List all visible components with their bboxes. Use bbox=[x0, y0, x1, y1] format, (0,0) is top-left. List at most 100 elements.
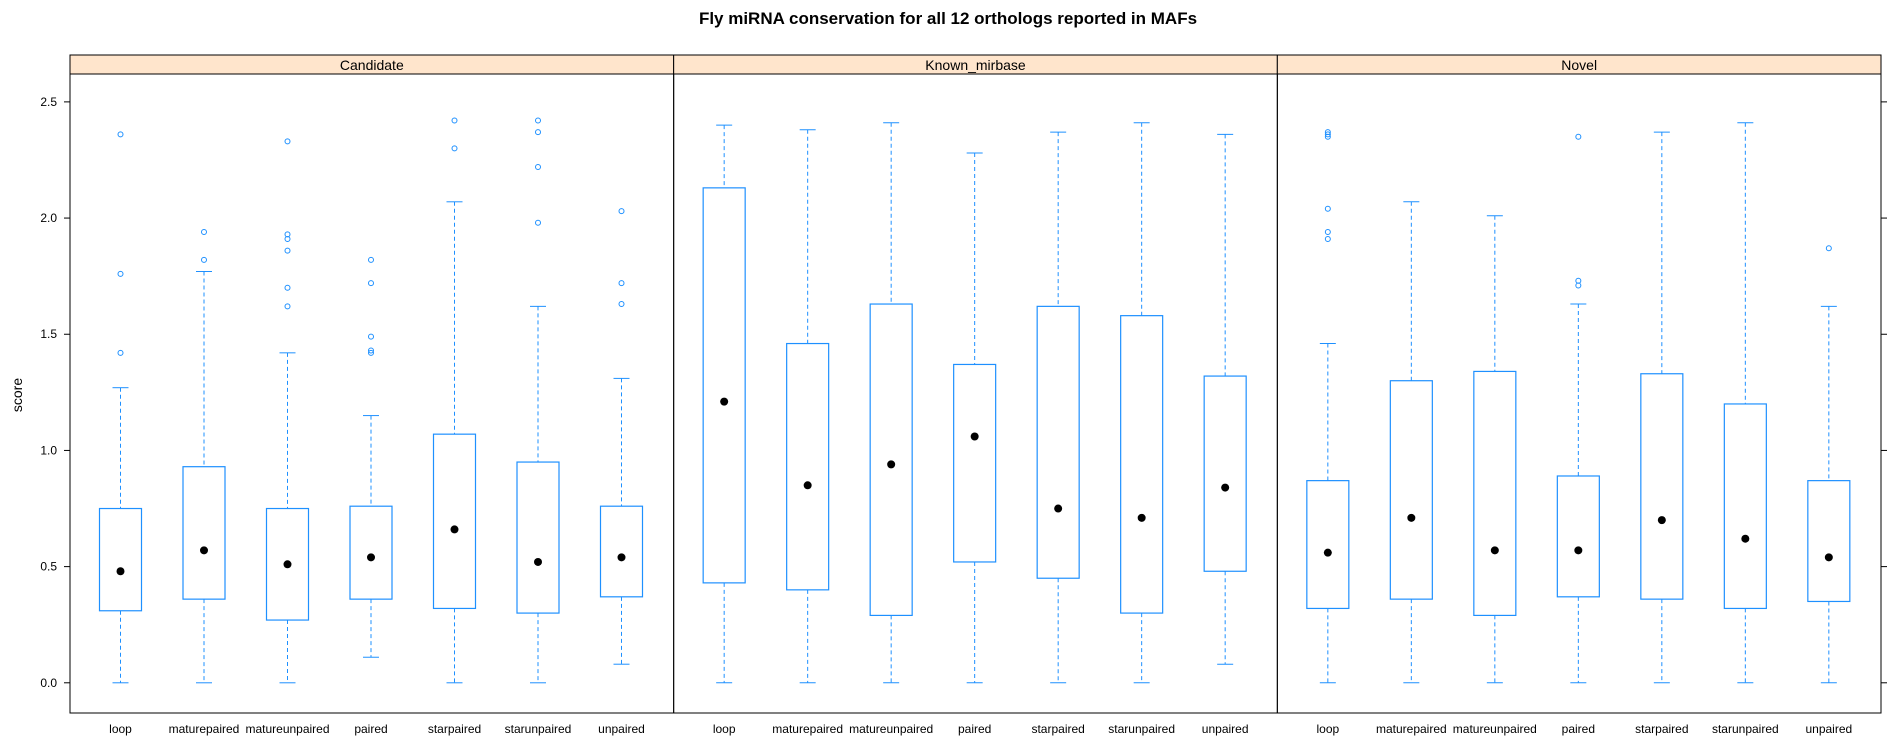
box-iqr bbox=[1473, 370, 1517, 617]
outlier-point bbox=[368, 349, 374, 356]
median-dot bbox=[450, 525, 459, 534]
outlier-point bbox=[368, 256, 374, 263]
outlier-point bbox=[1324, 129, 1331, 136]
median-dot bbox=[617, 553, 626, 562]
x-tick-label: paired bbox=[1562, 722, 1595, 736]
outlier-point bbox=[284, 284, 291, 291]
box-iqr bbox=[786, 342, 830, 591]
median-dot bbox=[1490, 546, 1499, 555]
x-tick-label: unpaired bbox=[598, 722, 645, 736]
outlier-point bbox=[284, 138, 291, 145]
median-dot bbox=[283, 560, 292, 569]
x-tick-label: maturepaired bbox=[772, 722, 843, 736]
x-tick-label: maturepaired bbox=[169, 722, 240, 736]
outlier-point bbox=[535, 129, 541, 136]
outlier-point bbox=[117, 349, 124, 356]
outlier-point bbox=[368, 347, 374, 354]
x-tick-label: starunpaired bbox=[1108, 722, 1175, 736]
outlier-point bbox=[1324, 229, 1331, 236]
median-dot bbox=[1741, 534, 1750, 543]
median-dot bbox=[1323, 548, 1332, 557]
median-dot bbox=[1657, 516, 1666, 525]
median-dot bbox=[200, 546, 208, 555]
box-iqr bbox=[1120, 315, 1164, 614]
y-tick-label: 0.0 bbox=[40, 676, 57, 690]
x-tick-label: starpaired bbox=[428, 722, 481, 736]
x-tick-label: matureunpaired bbox=[849, 722, 933, 736]
x-tick-label: paired bbox=[354, 722, 387, 736]
median-dot bbox=[720, 397, 729, 406]
median-dot bbox=[1574, 546, 1583, 555]
outlier-point bbox=[117, 270, 124, 277]
outlier-point bbox=[451, 117, 458, 124]
panel-frame bbox=[1276, 73, 1882, 714]
median-dot bbox=[970, 432, 979, 441]
outlier-point bbox=[1575, 133, 1582, 140]
box-iqr bbox=[953, 363, 997, 563]
box-iqr bbox=[349, 505, 393, 600]
outlier-point bbox=[284, 231, 291, 238]
box-iqr bbox=[869, 303, 913, 617]
median-dot bbox=[1137, 513, 1146, 522]
panel-strip-label: Novel bbox=[1561, 57, 1597, 73]
y-axis-label: score bbox=[9, 378, 25, 412]
outlier-point bbox=[451, 145, 458, 152]
median-dot bbox=[1054, 504, 1063, 513]
y-tick-label: 1.5 bbox=[40, 327, 57, 341]
median-dot bbox=[367, 553, 375, 562]
box-iqr bbox=[1723, 403, 1767, 610]
box-iqr bbox=[1640, 373, 1684, 600]
panel-strip-label: Candidate bbox=[340, 57, 404, 73]
box-iqr bbox=[1306, 480, 1350, 610]
x-tick-label: loop bbox=[713, 722, 736, 736]
y-tick-label: 2.0 bbox=[40, 211, 57, 225]
outlier-point bbox=[284, 247, 291, 254]
median-dot bbox=[534, 557, 542, 566]
x-tick-label: matureunpaired bbox=[245, 722, 329, 736]
y-tick-label: 2.5 bbox=[40, 95, 57, 109]
outlier-point bbox=[284, 303, 291, 310]
y-tick-label: 1.0 bbox=[40, 443, 57, 457]
median-dot bbox=[116, 567, 125, 576]
median-dot bbox=[1824, 553, 1833, 562]
panel-frame bbox=[673, 73, 1278, 714]
x-tick-label: loop bbox=[109, 722, 132, 736]
outlier-point bbox=[1324, 235, 1331, 242]
median-dot bbox=[1221, 483, 1230, 492]
x-tick-label: starunpaired bbox=[1712, 722, 1779, 736]
panel-frame bbox=[69, 73, 675, 714]
box-iqr bbox=[599, 505, 644, 598]
box-iqr bbox=[1807, 480, 1851, 603]
chart-title: Fly miRNA conservation for all 12 orthol… bbox=[699, 9, 1197, 28]
outlier-point bbox=[535, 219, 541, 226]
x-tick-label: paired bbox=[958, 722, 991, 736]
plot-area: Candidate loop maturepaired matureunpaired p… bbox=[40, 54, 1887, 736]
outlier-point bbox=[618, 301, 625, 308]
box-iqr bbox=[1203, 375, 1247, 572]
outlier-point bbox=[1825, 245, 1832, 252]
x-tick-label: starunpaired bbox=[505, 722, 572, 736]
box-iqr bbox=[1556, 475, 1600, 598]
outlier-point bbox=[201, 229, 207, 236]
box-iqr bbox=[265, 507, 310, 621]
y-tick-label: 0.5 bbox=[40, 560, 57, 574]
box-iqr bbox=[182, 466, 226, 600]
median-dot bbox=[887, 460, 896, 469]
x-tick-label: maturepaired bbox=[1376, 722, 1447, 736]
x-tick-label: matureunpaired bbox=[1453, 722, 1537, 736]
panel-strip-label: Known_mirbase bbox=[925, 57, 1026, 73]
box-iqr bbox=[516, 461, 560, 614]
median-dot bbox=[803, 481, 812, 490]
x-tick-label: unpaired bbox=[1202, 722, 1249, 736]
x-tick-label: unpaired bbox=[1805, 722, 1852, 736]
outlier-point bbox=[535, 163, 541, 170]
outlier-point bbox=[1324, 131, 1331, 138]
outlier-point bbox=[535, 117, 541, 124]
box-iqr bbox=[1036, 305, 1080, 579]
x-tick-label: loop bbox=[1316, 722, 1339, 736]
outlier-point bbox=[117, 131, 124, 138]
outlier-point bbox=[201, 256, 207, 263]
median-dot bbox=[1407, 513, 1416, 522]
box-iqr bbox=[1389, 380, 1433, 600]
